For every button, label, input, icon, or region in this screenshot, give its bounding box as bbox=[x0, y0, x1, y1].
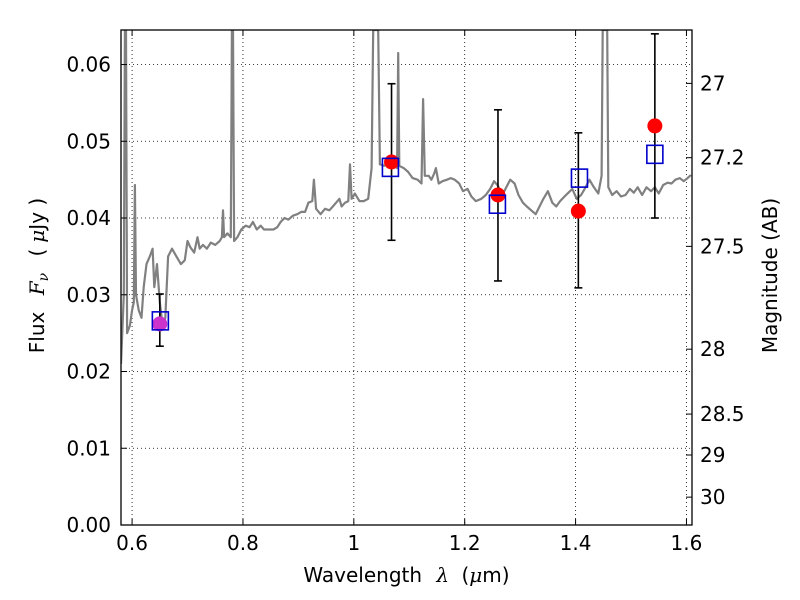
x-tick-label: 1 bbox=[347, 531, 360, 555]
y-tick-label: 0.04 bbox=[66, 206, 111, 230]
y-axis-title-unit-mu: μ bbox=[25, 230, 49, 243]
x-tick-label: 1.6 bbox=[671, 531, 703, 555]
model-point bbox=[151, 311, 170, 331]
x-tick-label: 0.6 bbox=[116, 531, 148, 555]
grid bbox=[121, 30, 692, 526]
observed-point bbox=[647, 118, 663, 134]
plot-frame bbox=[120, 29, 693, 526]
y-axis-title: Flux Fν ( μJy ) bbox=[25, 198, 53, 353]
y-axis-title-prefix: Flux bbox=[25, 311, 49, 353]
observed-point bbox=[570, 203, 586, 219]
x-tick-label: 0.8 bbox=[227, 531, 259, 555]
y-tick-label: 0.05 bbox=[66, 129, 111, 153]
model-point bbox=[570, 168, 589, 188]
y-axis-title-unit-rest: Jy ) bbox=[25, 198, 49, 232]
y-axis-title-symbol: F bbox=[25, 280, 49, 296]
x-tick-label: 1.4 bbox=[560, 531, 592, 555]
model-point bbox=[488, 194, 507, 215]
y-tick-label: 0.00 bbox=[66, 513, 111, 537]
y-tick-label: 0.06 bbox=[66, 53, 111, 77]
x-axis-title-unit-mu: μ bbox=[469, 563, 482, 587]
y-tick-label: 0.01 bbox=[66, 436, 111, 460]
y2-tick-label: 29 bbox=[700, 443, 725, 467]
y-axis-title-unit-open: ( bbox=[25, 249, 49, 257]
y2-tick-label: 27.2 bbox=[700, 146, 745, 170]
y2-tick-label: 28 bbox=[700, 337, 725, 361]
observed-point bbox=[152, 316, 168, 332]
y2-tick-label: 30 bbox=[700, 485, 725, 509]
y2-tick-label: 28.5 bbox=[700, 402, 745, 426]
x-axis-title-prefix: Wavelength bbox=[303, 563, 422, 587]
y2-axis-title: Magnitude (AB) bbox=[758, 198, 782, 353]
axis-ticks: 0.6 0.8 1 1.2 1.4 1.6 0.00 0.01 0.02 0.03 0.04 0.05… bbox=[66, 30, 745, 555]
y2-tick-label: 27 bbox=[700, 71, 725, 95]
x-axis-title: Wavelength λ (μm) bbox=[303, 563, 509, 587]
observed-point bbox=[384, 154, 400, 170]
spectrum-line bbox=[121, 30, 692, 364]
x-tick-label: 1.2 bbox=[449, 531, 481, 555]
y-tick-label: 0.03 bbox=[66, 283, 111, 307]
y-tick-label: 0.02 bbox=[66, 360, 111, 384]
x-axis-title-unit-rest: m) bbox=[482, 563, 509, 587]
y2-tick-label: 27.5 bbox=[700, 234, 745, 258]
y-axis-title-subscript: ν bbox=[36, 272, 52, 281]
model-point bbox=[381, 157, 400, 178]
model-spectrum bbox=[121, 30, 692, 364]
x-axis-title-unit-open: ( bbox=[461, 563, 469, 587]
model-point bbox=[646, 144, 664, 165]
model-photometry-points bbox=[151, 144, 664, 331]
x-axis-title-symbol: λ bbox=[435, 563, 449, 587]
